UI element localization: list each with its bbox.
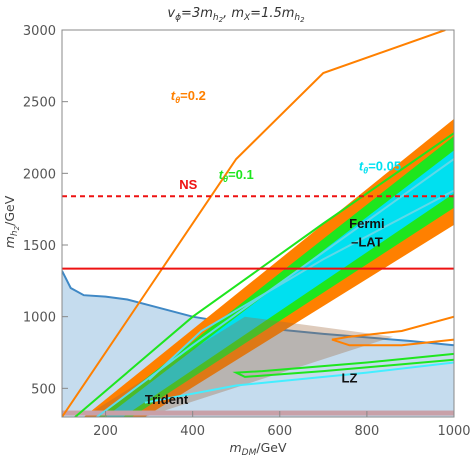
annotation-rest: =0.05 [368, 158, 401, 173]
annotation-sub: θ [223, 174, 228, 184]
annotation-t: t [171, 88, 176, 103]
y-tick-label: 3000 [23, 24, 56, 39]
y-tick-label: 1500 [23, 239, 56, 254]
y-tick-label: 1000 [23, 311, 56, 326]
x-axis-label: mDM/GeV [229, 440, 286, 458]
y-tick-label: 500 [31, 382, 56, 397]
annotation-rest: =0.2 [180, 88, 206, 103]
x-tick-label: 400 [180, 424, 205, 439]
annotation-label: Trident [145, 392, 189, 407]
trident-band [62, 410, 454, 416]
lz-overlap-shade [83, 316, 394, 417]
annotation-t: t [219, 167, 224, 182]
annotation-sub: θ [363, 165, 368, 175]
y-tick-label: 2000 [23, 167, 56, 182]
tθ-0.05-inner-line [148, 189, 454, 381]
annotation-label: Fermi [349, 216, 384, 231]
annotation-label: tθ=0.2 [171, 88, 206, 105]
tθ-0.1-band [96, 136, 454, 417]
annotation-sub: θ [175, 95, 180, 105]
annotation-rest: =0.1 [228, 167, 254, 182]
plot-area [62, 30, 454, 417]
y-tick-label: 2500 [23, 96, 56, 111]
tθ-0.1-lower-loop [232, 352, 454, 378]
x-tick-label: 200 [93, 424, 118, 439]
annotation-label: tθ=0.1 [219, 167, 254, 184]
x-tick-label: 1000 [437, 424, 470, 439]
tθ-0.1-upper-line [74, 132, 454, 417]
tθ-0.2-lower-loop [331, 315, 454, 347]
x-tick-label: 800 [354, 424, 379, 439]
annotation-label: NS [179, 177, 197, 192]
tθ-0.2-upper-line [62, 30, 446, 417]
chart-title: vϕ=3mh2, mX=1.5mh2 [167, 6, 305, 24]
x-tick-label: 600 [267, 424, 292, 439]
annotation-t: t [359, 158, 364, 173]
x-axis: 200 400 600 800 1000 [93, 411, 471, 439]
annotation-label: tθ=0.05 [359, 158, 401, 175]
plot-frame [61, 29, 455, 418]
annotation-label: –LAT [351, 234, 383, 249]
y-axis: 500 1000 1500 2000 2500 3000 [23, 24, 68, 397]
annotation-label: LZ [342, 371, 358, 386]
y-axis-label: mh2/GeV [2, 195, 21, 248]
tθ-0.05-lower-line [144, 361, 454, 404]
